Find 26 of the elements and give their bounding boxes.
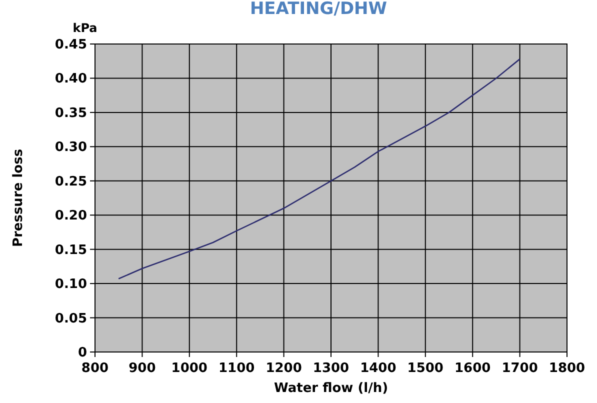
x-tick-label: 900: [128, 361, 156, 376]
x-tick-label: 1000: [171, 361, 208, 376]
x-tick-label: 1800: [548, 361, 586, 376]
x-tick-label: 1600: [454, 361, 491, 376]
y-tick-label: 0.20: [54, 208, 87, 224]
x-tick-label: 1200: [266, 361, 302, 376]
y-tick-label: 0.30: [54, 140, 87, 156]
y-tick-label: 0.15: [54, 242, 87, 258]
x-axis-title: Water flow (l/h): [274, 381, 388, 396]
x-tick-label: 1500: [407, 361, 444, 376]
x-tick-label: 1300: [312, 361, 350, 376]
y-tick-label: 0.10: [54, 277, 87, 292]
y-tick-label: 0.25: [54, 174, 87, 190]
line-series: [118, 58, 520, 280]
x-tick-label: 1700: [502, 361, 538, 376]
x-tick-label: 1400: [360, 361, 396, 376]
y-tick-label: 0.45: [54, 38, 87, 52]
x-tick-label: 1100: [218, 361, 255, 376]
y-tick-label: 0.05: [54, 311, 87, 326]
y-tick-label: 0.35: [54, 106, 87, 121]
text: kPa: [72, 21, 98, 35]
x-tick-label: 800: [81, 361, 109, 376]
y-tick-label: 0: [78, 346, 87, 360]
y-tick-label: 0.40: [54, 72, 87, 87]
y-axis-title: Pressure loss: [11, 148, 26, 248]
chart-title: HEATING/DHW: [250, 0, 388, 19]
